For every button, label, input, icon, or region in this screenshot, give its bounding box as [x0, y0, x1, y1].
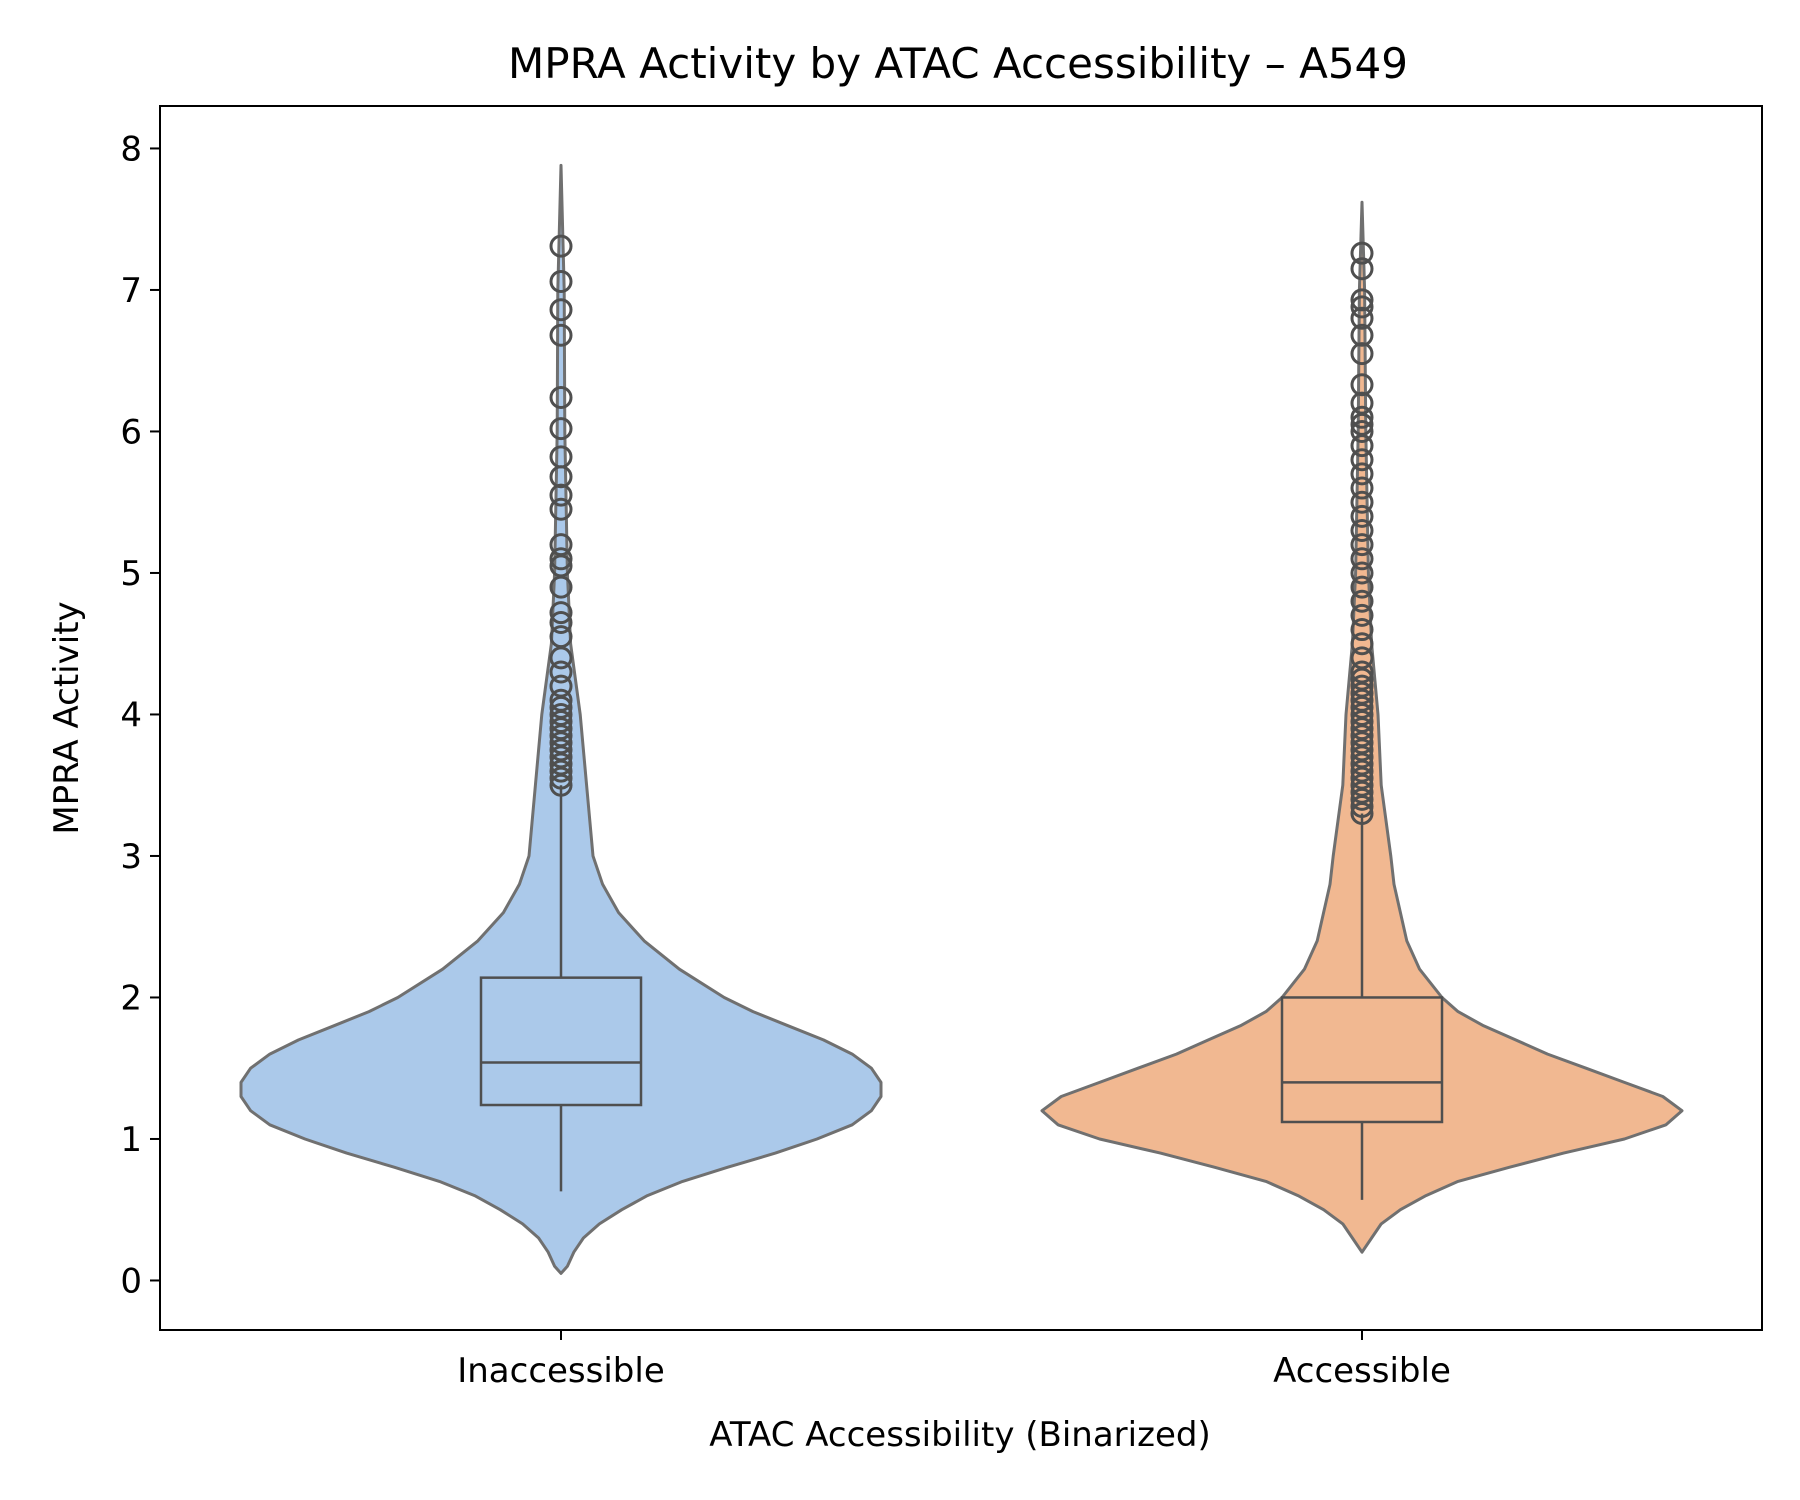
- outlier-point-accessible: [1350, 476, 1374, 500]
- outlier-point-accessible: [1350, 342, 1374, 366]
- outlier-point-accessible: [1350, 533, 1374, 557]
- outlier-point-accessible: [1350, 405, 1374, 429]
- y-tick-label: 1: [120, 1120, 142, 1160]
- outlier-point-accessible: [1350, 575, 1374, 599]
- axes-frame: [159, 105, 1763, 1331]
- outlier-point-inaccessible: [549, 688, 573, 712]
- chart-title: MPRA Activity by ATAC Accessibility – A5…: [508, 39, 1408, 88]
- outlier-point-inaccessible: [549, 269, 573, 293]
- outlier-point-accessible: [1350, 490, 1374, 514]
- outlier-point-inaccessible: [549, 674, 573, 698]
- outlier-point-accessible: [1350, 547, 1374, 571]
- outlier-point-inaccessible: [549, 610, 573, 634]
- violin-accessible: [1040, 200, 1684, 1254]
- outlier-point-accessible: [1350, 618, 1374, 642]
- x-axis-label: ATAC Accessibility (Binarized): [709, 1415, 1210, 1455]
- x-tick-label-accessible: Accessible: [1273, 1351, 1451, 1391]
- outlier-point-inaccessible: [549, 417, 573, 441]
- outlier-point-accessible: [1350, 323, 1374, 347]
- plot-area: [239, 163, 1684, 1275]
- outlier-point-inaccessible: [549, 625, 573, 649]
- outlier-point-accessible: [1350, 632, 1374, 656]
- outlier-point-inaccessible: [549, 445, 573, 469]
- outlier-point-inaccessible: [549, 547, 573, 571]
- y-tick-label: 2: [120, 978, 142, 1018]
- outlier-point-accessible: [1350, 373, 1374, 397]
- outlier-point-accessible: [1350, 603, 1374, 627]
- y-tick-label: 4: [120, 695, 142, 735]
- x-tick-label-inaccessible: Inaccessible: [457, 1351, 665, 1391]
- outlier-point-accessible: [1350, 519, 1374, 543]
- outlier-point-accessible: [1350, 589, 1374, 613]
- outlier-point-inaccessible: [549, 483, 573, 507]
- y-tick-label: 8: [120, 129, 142, 169]
- outlier-point-inaccessible: [549, 497, 573, 521]
- outlier-point-inaccessible: [549, 298, 573, 322]
- outlier-point-inaccessible: [549, 601, 573, 625]
- outlier-point-accessible: [1350, 448, 1374, 472]
- outlier-point-inaccessible: [549, 385, 573, 409]
- outlier-point-accessible: [1350, 660, 1374, 684]
- y-tick-label: 7: [120, 271, 142, 311]
- outlier-point-accessible: [1350, 306, 1374, 330]
- y-tick-label: 3: [120, 837, 142, 877]
- outlier-point-accessible: [1350, 561, 1374, 585]
- y-tick-label: 5: [120, 554, 142, 594]
- outlier-point-inaccessible: [549, 234, 573, 258]
- outlier-point-accessible: [1350, 419, 1374, 443]
- outlier-point-accessible: [1350, 646, 1374, 670]
- outlier-point-inaccessible: [549, 702, 573, 726]
- outlier-point-accessible: [1350, 257, 1374, 281]
- outlier-point-accessible: [1350, 504, 1374, 528]
- outlier-point-accessible: [1350, 241, 1374, 265]
- outlier-point-accessible: [1350, 295, 1374, 319]
- outlier-point-inaccessible: [549, 533, 573, 557]
- y-tick-label: 0: [120, 1261, 142, 1301]
- y-axis-label: MPRA Activity: [47, 601, 87, 834]
- axes: Inaccessible Accessible 0 1 2 3 4 5 6 7 8: [120, 129, 1451, 1391]
- outlier-point-accessible: [1350, 288, 1374, 312]
- outlier-point-accessible: [1350, 674, 1374, 698]
- outlier-point-inaccessible: [549, 660, 573, 684]
- box-accessible: [1280, 996, 1444, 1124]
- y-tick-label: 6: [120, 412, 142, 452]
- outlier-point-inaccessible: [549, 323, 573, 347]
- outlier-point-accessible: [1350, 462, 1374, 486]
- outlier-point-accessible: [1350, 391, 1374, 415]
- box-inaccessible: [479, 976, 643, 1107]
